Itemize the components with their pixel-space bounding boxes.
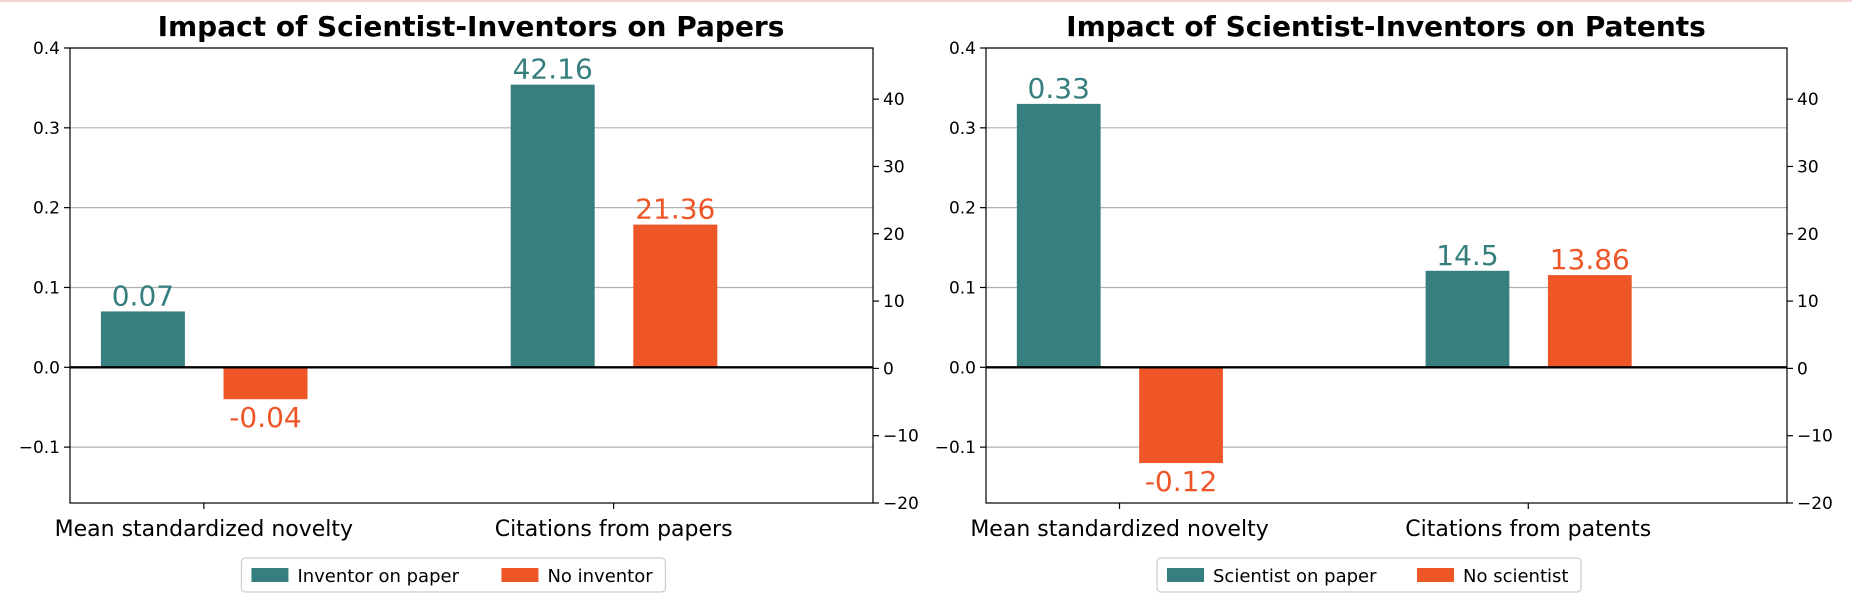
tick-label: 40 bbox=[1797, 90, 1819, 110]
tick-label: 0.3 bbox=[33, 119, 60, 139]
plot-frame bbox=[985, 47, 1788, 504]
bar bbox=[1139, 367, 1223, 464]
data-label: 0.33 bbox=[1028, 72, 1090, 105]
chart-title: Impact of Scientist-Inventors on Papers bbox=[158, 10, 785, 43]
tick-label: 20 bbox=[883, 225, 905, 245]
tick-label: 10 bbox=[883, 292, 905, 312]
bar bbox=[1547, 275, 1632, 369]
tick-label: 0.2 bbox=[949, 199, 976, 219]
tick-label: 0.2 bbox=[33, 199, 60, 219]
legend: Scientist on paper No scientist bbox=[1156, 557, 1582, 593]
legend-swatch bbox=[251, 568, 289, 582]
chart-patents: Impact of Scientist-Inventors on Patents… bbox=[935, 10, 1833, 593]
tick-label: 20 bbox=[1797, 225, 1819, 245]
legend-swatch bbox=[1417, 568, 1455, 582]
data-label: -0.04 bbox=[229, 401, 301, 434]
category-label: Citations from papers bbox=[495, 517, 733, 542]
bar bbox=[1425, 270, 1510, 369]
tick-label: 0.1 bbox=[949, 278, 976, 298]
tick-label: 10 bbox=[1797, 292, 1819, 312]
tick-label: 30 bbox=[1797, 157, 1819, 177]
top-border bbox=[0, 0, 1852, 2]
legend-label: No scientist bbox=[1463, 566, 1568, 587]
tick-label: −0.1 bbox=[935, 438, 976, 458]
data-label: 14.5 bbox=[1436, 239, 1498, 272]
tick-label: 0 bbox=[883, 359, 894, 379]
legend-label: Inventor on paper bbox=[297, 566, 459, 587]
tick-label: 30 bbox=[883, 157, 905, 177]
bar bbox=[633, 224, 718, 369]
tick-label: 0.0 bbox=[949, 358, 976, 378]
tick-label: −10 bbox=[883, 427, 919, 447]
tick-label: −10 bbox=[1797, 427, 1833, 447]
legend-box bbox=[240, 557, 667, 593]
bar bbox=[100, 311, 185, 368]
tick-label: 0.4 bbox=[33, 39, 60, 59]
tick-label: 0 bbox=[1797, 359, 1808, 379]
tick-label: 0.4 bbox=[949, 39, 976, 59]
data-label: 0.07 bbox=[112, 279, 174, 312]
data-label: 13.86 bbox=[1550, 243, 1630, 276]
tick-label: 0.1 bbox=[33, 278, 60, 298]
legend: Inventor on paper No inventor bbox=[240, 557, 667, 593]
legend-label: Scientist on paper bbox=[1213, 566, 1377, 587]
tick-label: 40 bbox=[883, 90, 905, 110]
legend-label: No inventor bbox=[547, 566, 653, 587]
category-label: Mean standardized novelty bbox=[55, 517, 353, 542]
tick-label: −0.1 bbox=[19, 438, 60, 458]
chart-papers: Impact of Scientist-Inventors on Papers … bbox=[19, 10, 919, 593]
chart-title: Impact of Scientist-Inventors on Patents bbox=[1066, 10, 1706, 43]
bar bbox=[1016, 103, 1101, 368]
category-label: Mean standardized novelty bbox=[970, 517, 1268, 542]
legend-swatch bbox=[501, 568, 539, 582]
tick-label: 0.3 bbox=[949, 119, 976, 139]
tick-label: −20 bbox=[1797, 494, 1833, 514]
data-label: 21.36 bbox=[635, 193, 715, 226]
plot-frame bbox=[69, 47, 874, 504]
legend-swatch bbox=[1167, 568, 1205, 582]
bar bbox=[223, 367, 308, 400]
tick-label: −20 bbox=[883, 494, 919, 514]
category-label: Citations from patents bbox=[1405, 517, 1651, 542]
data-label: -0.12 bbox=[1145, 465, 1217, 498]
legend-box bbox=[1156, 557, 1582, 593]
bar bbox=[510, 84, 595, 369]
data-label: 42.16 bbox=[513, 53, 593, 86]
tick-label: 0.0 bbox=[33, 358, 60, 378]
